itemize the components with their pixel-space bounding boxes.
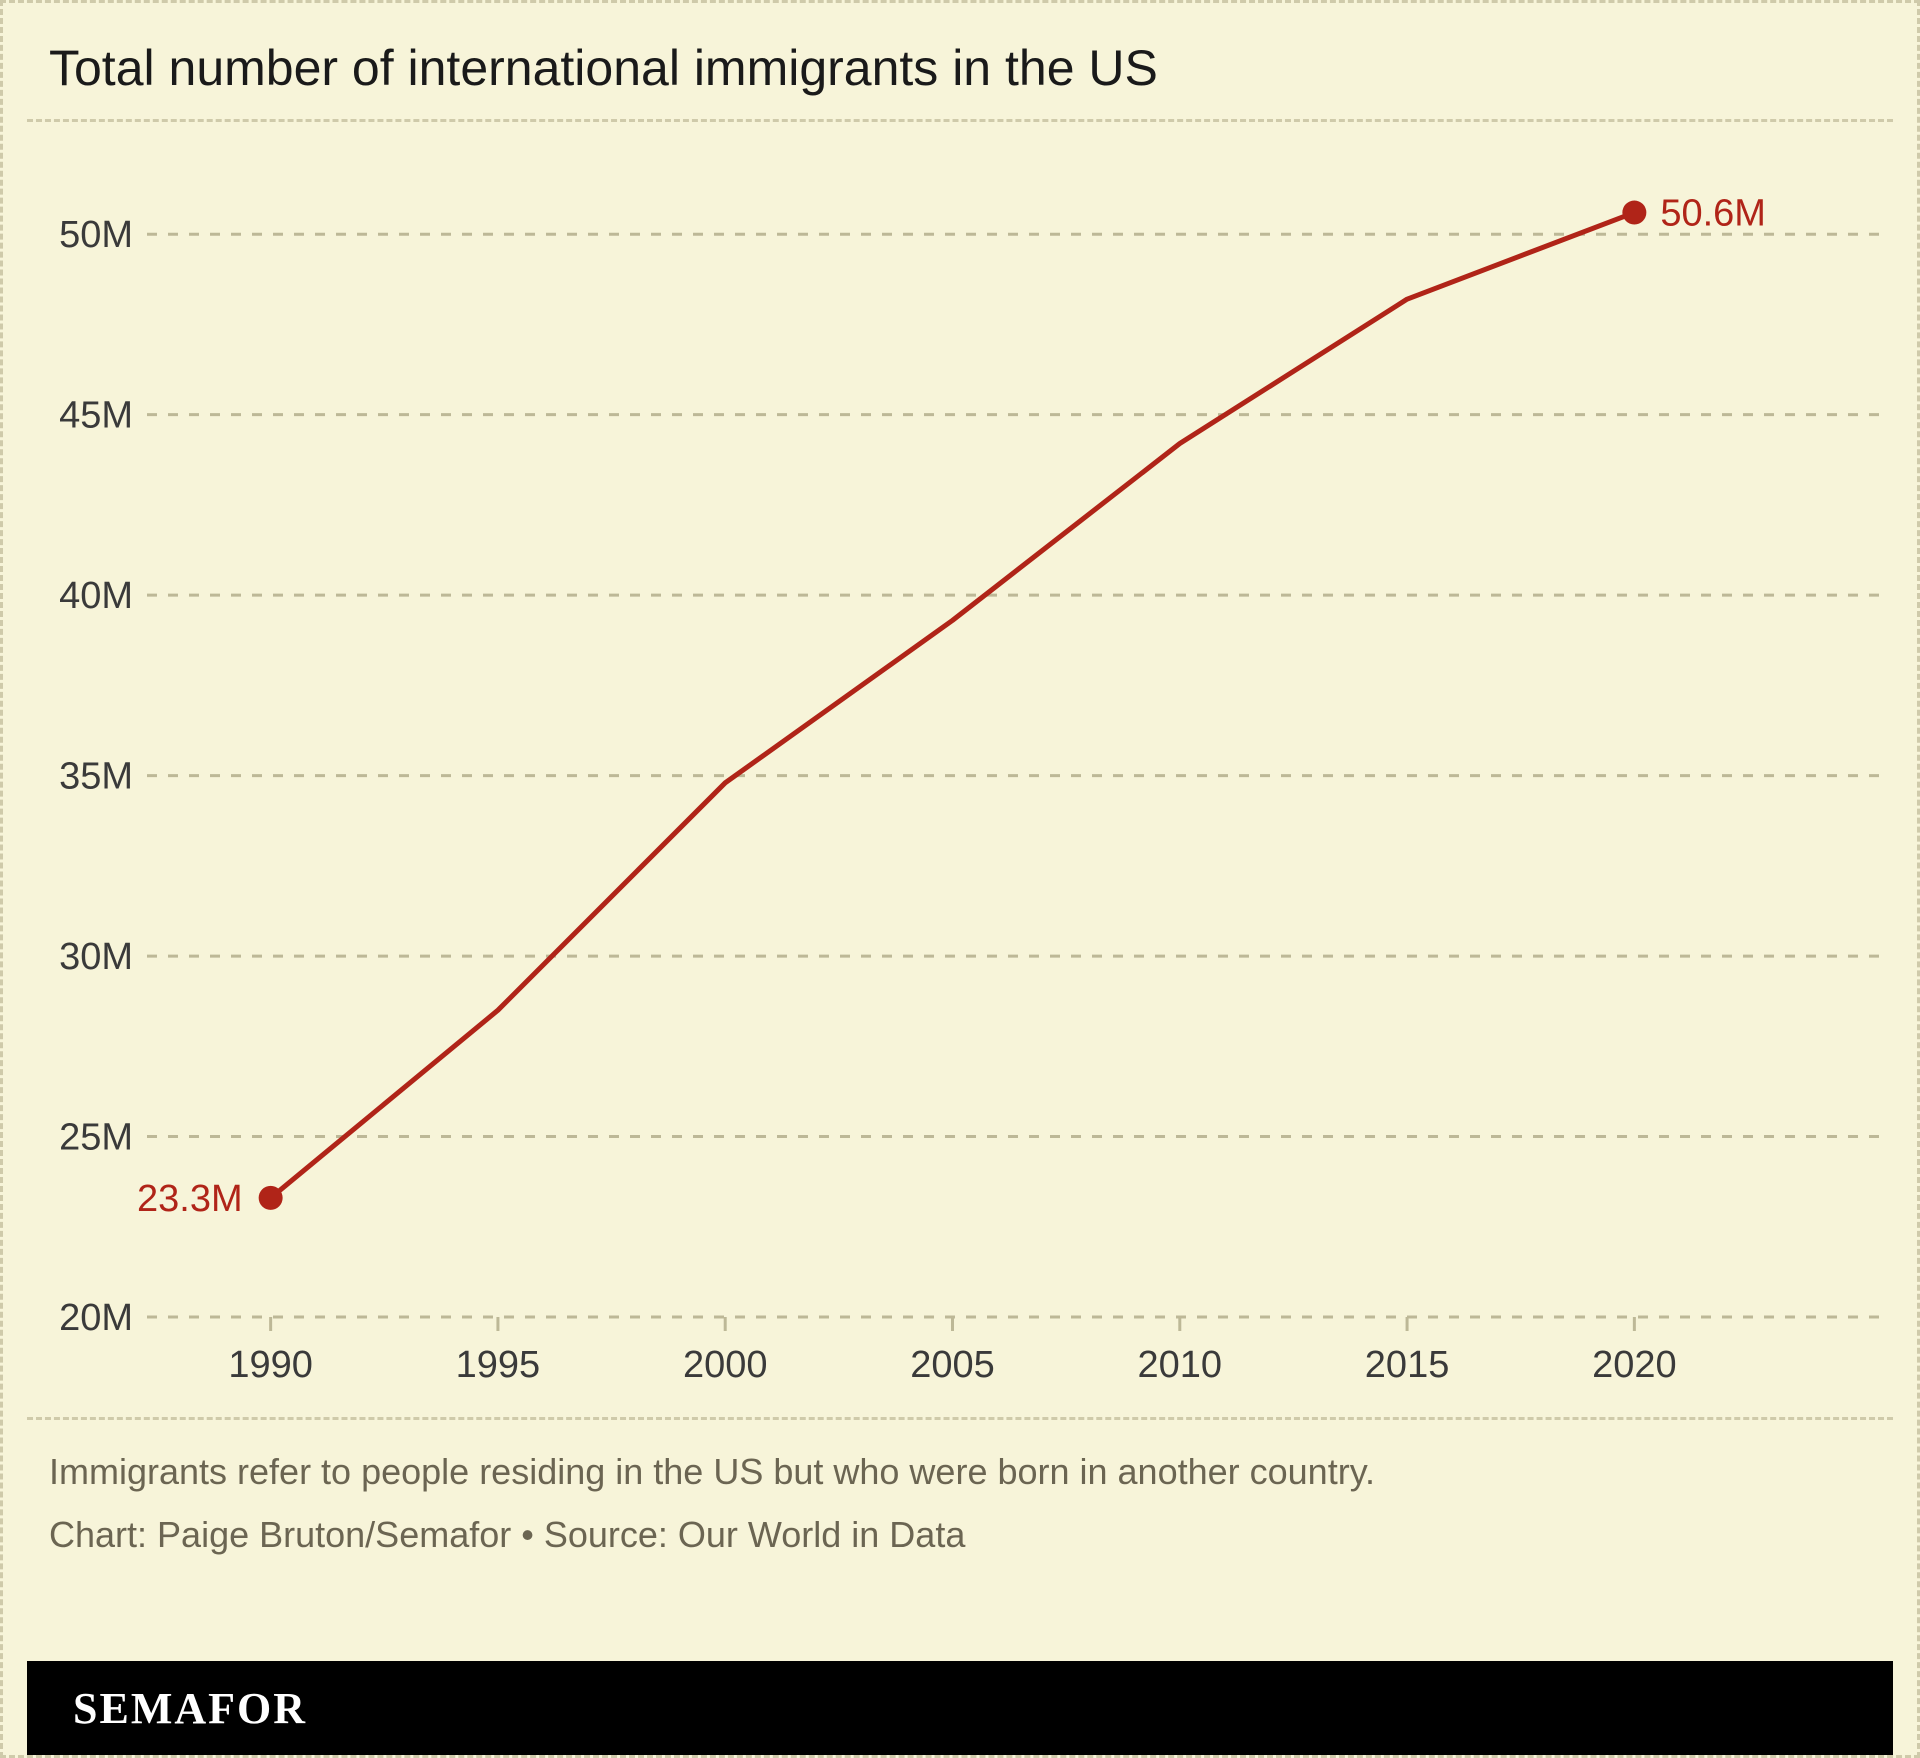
y-tick-label: 45M (59, 395, 133, 437)
brand-bar: SEMAFOR (27, 1661, 1893, 1755)
data-line (271, 213, 1635, 1198)
start-marker (259, 1186, 283, 1210)
x-tick-label: 2020 (1592, 1344, 1677, 1386)
y-tick-label: 40M (59, 575, 133, 617)
y-tick-label: 25M (59, 1117, 133, 1159)
footnote-definition: Immigrants refer to people residing in t… (49, 1448, 1893, 1497)
plot-area: 20M 25M 30M 35M 40M 45M 50M 1990 1995 2000 2005 201… (27, 122, 1893, 1417)
footnote-area: Immigrants refer to people residing in t… (27, 1420, 1893, 1559)
end-value-label: 50.6M (1660, 193, 1766, 235)
chart-title: Total number of international immigrants… (49, 39, 1893, 97)
x-tick-label: 1990 (228, 1344, 313, 1386)
y-tick-label: 35M (59, 756, 133, 798)
end-marker (1622, 201, 1646, 225)
y-tick-label: 50M (59, 214, 133, 256)
x-tick-label: 2000 (683, 1344, 768, 1386)
start-value-label: 23.3M (137, 1178, 243, 1220)
y-tick-label: 30M (59, 936, 133, 978)
x-tick-label: 2005 (910, 1344, 995, 1386)
x-tick-label: 2015 (1365, 1344, 1450, 1386)
y-tick-label: 20M (59, 1297, 133, 1339)
line-chart-svg: 20M 25M 30M 35M 40M 45M 50M 1990 1995 2000 2005 201… (27, 122, 1893, 1417)
x-tick-label: 2010 (1138, 1344, 1223, 1386)
x-tick-label: 1995 (456, 1344, 541, 1386)
brand-name: SEMAFOR (73, 1683, 307, 1734)
footnote-attribution: Chart: Paige Bruton/Semafor • Source: Ou… (49, 1511, 1893, 1560)
chart-card: Total number of international immigrants… (0, 0, 1920, 1758)
